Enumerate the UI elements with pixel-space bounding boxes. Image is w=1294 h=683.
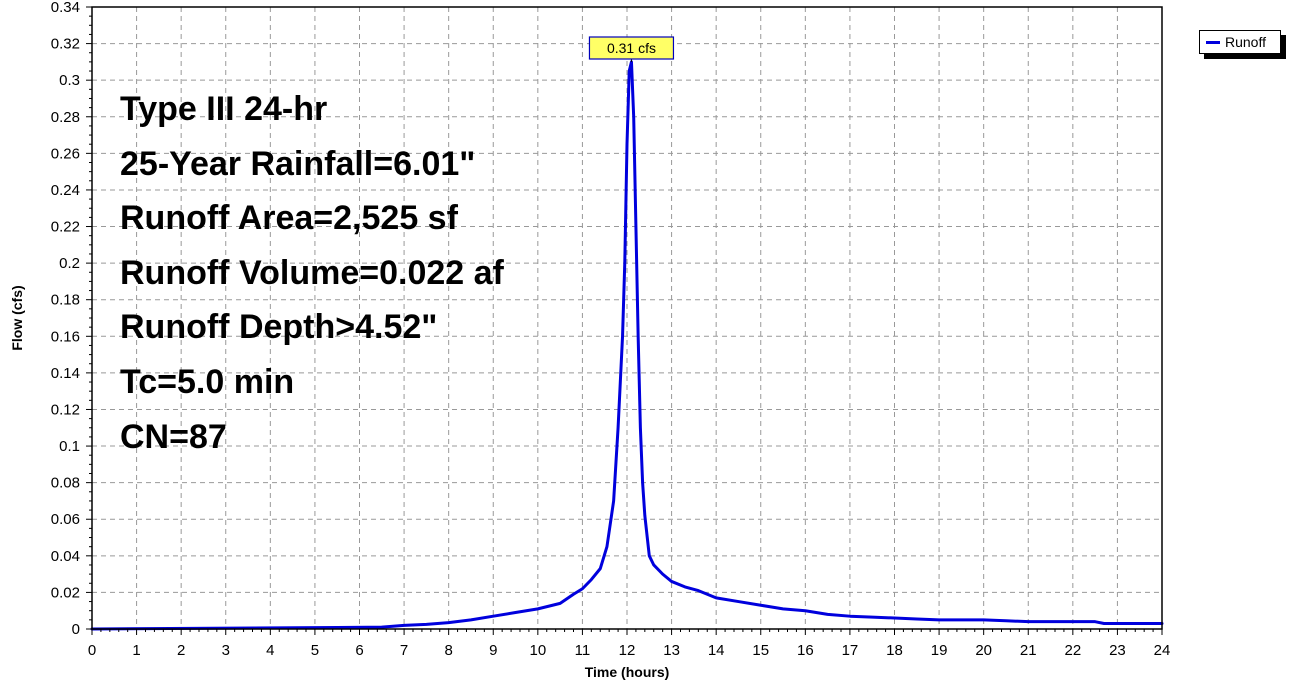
x-tick-label: 18 bbox=[886, 642, 903, 659]
x-tick-label: 11 bbox=[575, 642, 591, 659]
x-tick-label: 12 bbox=[619, 642, 636, 659]
x-tick-label: 3 bbox=[222, 642, 230, 659]
x-tick-label: 2 bbox=[177, 642, 185, 659]
x-tick-label: 6 bbox=[355, 642, 363, 659]
x-tick-label: 9 bbox=[489, 642, 497, 659]
y-tick-label: 0.2 bbox=[59, 255, 80, 272]
x-tick-label: 10 bbox=[529, 642, 546, 659]
summary-runoff-depth: Runoff Depth>4.52" bbox=[120, 308, 438, 347]
x-tick-label: 0 bbox=[88, 642, 96, 659]
x-tick-label: 8 bbox=[444, 642, 452, 659]
x-tick-label: 14 bbox=[708, 642, 725, 659]
y-tick-label: 0.34 bbox=[51, 0, 80, 16]
x-tick-label: 5 bbox=[311, 642, 319, 659]
legend-label-runoff: Runoff bbox=[1225, 34, 1266, 50]
summary-rainfall: 25-Year Rainfall=6.01" bbox=[120, 144, 476, 183]
y-tick-label: 0.26 bbox=[51, 145, 80, 162]
x-tick-label: 24 bbox=[1154, 642, 1171, 659]
x-tick-label: 1 bbox=[132, 642, 140, 659]
y-tick-label: 0.28 bbox=[51, 109, 80, 126]
x-tick-label: 16 bbox=[797, 642, 814, 659]
x-tick-label: 22 bbox=[1064, 642, 1081, 659]
y-tick-label: 0.24 bbox=[51, 182, 80, 199]
y-tick-label: 0 bbox=[72, 621, 80, 638]
x-tick-label: 19 bbox=[931, 642, 948, 659]
summary-runoff-area: Runoff Area=2,525 sf bbox=[120, 199, 458, 238]
axis-ticks bbox=[86, 6, 1163, 635]
y-tick-label: 0.12 bbox=[51, 401, 80, 418]
series-line-runoff bbox=[90, 60, 1164, 631]
x-tick-label: 23 bbox=[1109, 642, 1126, 659]
y-tick-label: 0.14 bbox=[51, 365, 80, 382]
x-tick-label: 17 bbox=[842, 642, 859, 659]
tick-labels: 0 1 2 3 4 5 6 7 8 9 10 11 12 13 14 15 16 17 18 19 20 21 22 23 24… bbox=[51, 0, 1171, 659]
x-axis-label: Time (hours) bbox=[585, 664, 670, 680]
y-tick-label: 0.22 bbox=[51, 219, 80, 236]
y-tick-label: 0.02 bbox=[51, 584, 80, 601]
legend-entry: Runoff bbox=[1199, 30, 1281, 54]
x-tick-label: 13 bbox=[663, 642, 680, 659]
y-tick-label: 0.08 bbox=[51, 475, 80, 492]
peak-annotation: 0.31 cfs bbox=[588, 36, 675, 62]
y-tick-label: 0.1 bbox=[59, 438, 80, 455]
x-tick-label: 21 bbox=[1020, 642, 1037, 659]
x-tick-label: 15 bbox=[752, 642, 769, 659]
peak-callout-label: 0.31 cfs bbox=[607, 40, 656, 56]
y-tick-label: 0.32 bbox=[51, 36, 80, 53]
summary-runoff-volume: Runoff Volume=0.022 af bbox=[120, 253, 504, 292]
peak-callout-box bbox=[588, 36, 675, 60]
hydrograph-summary: Type III 24-hr 25-Year Rainfall=6.01" Ru… bbox=[120, 82, 504, 464]
y-tick-label: 0.16 bbox=[51, 328, 80, 345]
series-layer bbox=[90, 60, 1164, 631]
y-axis-label: Flow (cfs) bbox=[9, 285, 25, 350]
summary-storm-type: Type III 24-hr bbox=[120, 90, 328, 128]
x-tick-label: 4 bbox=[266, 642, 274, 659]
y-tick-label: 0.3 bbox=[59, 72, 80, 89]
summary-tc: Tc=5.0 min bbox=[120, 362, 295, 401]
x-tick-label: 20 bbox=[975, 642, 992, 659]
legend-swatch-runoff bbox=[1206, 40, 1220, 44]
summary-cn: CN=87 bbox=[120, 417, 227, 456]
y-tick-label: 0.04 bbox=[51, 548, 80, 565]
y-tick-label: 0.06 bbox=[51, 511, 80, 528]
y-tick-label: 0.18 bbox=[51, 292, 80, 309]
x-tick-label: 7 bbox=[400, 642, 408, 659]
chart-legend: Runoff bbox=[1199, 30, 1286, 59]
